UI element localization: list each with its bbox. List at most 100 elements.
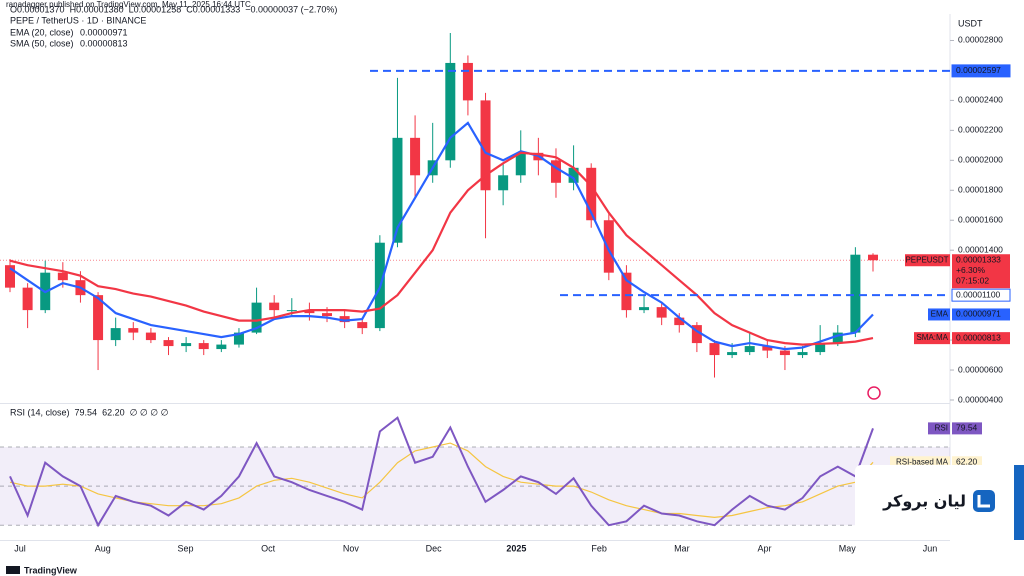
ma-tag-box [928,308,950,321]
level-label: 0.00002597 [956,65,1001,75]
candle-body [462,62,473,101]
y-tick-label: 0.00001600 [958,214,1003,224]
candle-body [339,316,350,323]
candle-body [392,137,403,243]
ma-value-box [952,332,1010,345]
rsi-value: 79.54 [956,423,978,433]
ma-value-box [952,308,1010,321]
candle-body [233,332,244,345]
legend-value: 0.00000971 [80,27,128,37]
candle-body [445,62,456,161]
candle-body [850,254,861,333]
rsi-line [9,442,874,519]
level-label: 0.00001100 [956,289,1001,299]
alert-icon [867,386,881,400]
ohlc-value: 0.00001380 [76,4,124,14]
candle-body [5,265,15,288]
level-box [951,64,1011,78]
y-tick-label: 0.00002400 [958,95,1003,105]
candle-body [410,137,421,176]
candle-body [322,313,333,317]
y-tick-label: 0.00001400 [958,244,1003,254]
candle-body [93,295,104,341]
candle-body [304,310,315,314]
candle-body [286,310,297,312]
x-tick-label: Jun [923,543,938,553]
x-tick-label: 2025 [506,543,526,553]
ma-line [9,151,874,346]
candle-body [691,325,702,344]
y-tick-label: 0.00001800 [958,185,1003,195]
rsi-value: 62.20 [956,457,978,467]
x-tick-label: Jul [14,543,26,553]
candle-body [586,167,597,221]
y-tick-label: 0.00002800 [958,35,1003,45]
candle-body [357,322,368,329]
candle-body [868,254,878,261]
candle-body [674,317,685,326]
rsi-legend-extra: ∅ ∅ ∅ ∅ [130,407,169,417]
symbol-tag-box [905,254,950,267]
candle-body [779,350,790,356]
x-tick-label: Dec [426,543,443,553]
publisher: ranadagger published on TradingView.com,… [6,0,251,9]
currency: USDT [958,18,983,28]
watermark-panel [855,465,1015,540]
candle-body [568,167,579,183]
ohlc-key: C [186,4,193,14]
footer-brand: TradingView [24,565,78,575]
candle-body [603,220,614,273]
candle-body [709,343,720,356]
ohlc-value: −0.00000037 (−2.70%) [245,4,337,14]
rsi-legend-value: 79.54 [75,407,98,417]
last-price-label: 0.00001333 [956,254,1001,264]
rsi-title: RSI (14, close) [10,407,70,417]
candle-body [198,343,209,350]
candle-body [216,344,227,350]
rsi-value-box [952,422,982,435]
x-tick-label: Apr [758,543,772,553]
ohlc-value: 0.00001370 [17,4,65,14]
y-tick-label: 0.00002200 [958,125,1003,135]
candle-body [639,307,650,311]
candle-body [480,100,491,191]
candle-body [145,332,156,341]
candle-body [22,287,33,311]
candle-body [181,343,192,347]
y-tick-label: 0.00000600 [958,364,1003,374]
symbol-tag: PEPEUSDT [905,255,948,264]
candle-body [128,328,139,333]
y-tick-label: 0.00002000 [958,155,1003,165]
candle-body [110,328,121,341]
ma-tag: EMA [931,310,949,319]
ma-tag: SMA:MA [916,333,948,342]
symbol-title: PEPE / TetherUS · 1D · BINANCE [10,15,146,25]
ohlc-key: O [10,4,17,14]
candle-body [163,340,174,347]
x-tick-label: Oct [261,543,276,553]
x-tick-label: Feb [591,543,607,553]
legend-value: 0.00000813 [80,38,128,48]
watermark-text: لیان بروکر [882,492,966,511]
candle-body [57,272,68,281]
ohlc-key: L [129,4,134,14]
candle-body [251,302,262,333]
candle-body [498,175,509,191]
x-tick-label: Nov [343,543,360,553]
ma-value: 0.00000813 [956,332,1001,342]
x-tick-label: Mar [674,543,690,553]
candle-body [832,332,843,344]
candle-body [656,307,667,318]
y-tick-label: 0.00000400 [958,394,1003,404]
last-price-countdown: 07:15:02 [956,275,989,285]
rsi-tag: RSI-based MA [896,457,949,466]
candle-body [515,152,526,176]
last-price-box [952,254,1010,289]
ma-tag-box [914,332,950,345]
ma-line [9,121,874,351]
candle-body [815,343,826,353]
ohlc-value: 0.00001333 [193,4,241,14]
x-tick-label: Aug [95,543,111,553]
watermark-edge [1014,465,1024,540]
